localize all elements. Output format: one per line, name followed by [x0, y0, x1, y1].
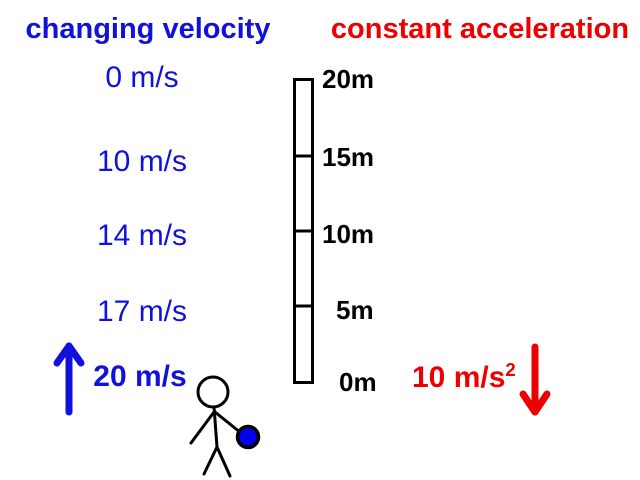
distance-label-20m: 20m — [322, 64, 375, 94]
acceleration-value: 10 m/s — [412, 361, 506, 394]
acceleration-label: 10 m/s2 — [412, 359, 516, 394]
stick-figure-left-arm — [189, 410, 216, 445]
stick-figure-left-leg — [202, 445, 219, 476]
stick-figure-right-leg — [215, 445, 232, 478]
velocity-label-20ms: 20 m/s — [93, 360, 187, 393]
velocity-label-10ms: 10 m/s — [96, 145, 188, 178]
distance-label-10m: 10m — [322, 219, 375, 249]
constant-acceleration-title: constant acceleration — [330, 13, 630, 45]
stick-figure-head — [196, 375, 230, 409]
ruler-tick-15m — [296, 154, 311, 158]
ruler-tick-5m — [296, 304, 311, 308]
distance-label-15m: 15m — [322, 142, 375, 172]
stick-figure — [178, 372, 298, 480]
velocity-label-17ms: 17 m/s — [96, 295, 188, 328]
velocity-label-14ms: 14 m/s — [96, 219, 188, 252]
stick-figure-right-arm — [213, 410, 243, 435]
velocity-label-0ms: 0 m/s — [105, 61, 179, 94]
blue-ball — [235, 424, 261, 450]
down-arrow-icon — [517, 342, 555, 420]
acceleration-exponent: 2 — [505, 359, 516, 380]
changing-velocity-title: changing velocity — [25, 13, 271, 45]
distance-label-0m: 0m — [339, 367, 377, 397]
ruler-tick-10m — [296, 229, 311, 233]
height-ruler — [293, 78, 314, 384]
up-arrow-icon — [50, 340, 90, 420]
distance-label-5m: 5m — [336, 295, 374, 325]
